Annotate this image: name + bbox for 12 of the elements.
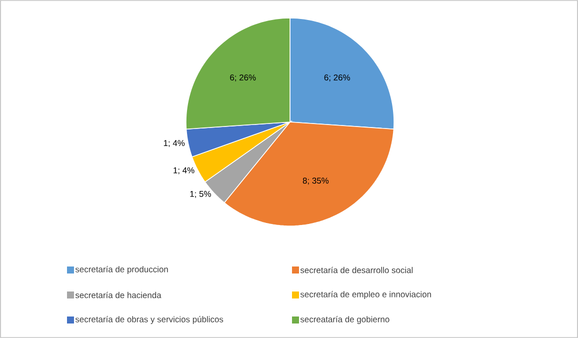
data-label: 8; 35%: [302, 178, 329, 185]
data-label: 1; 5%: [190, 190, 211, 198]
legend-label: secretaría de empleo e innoviacion: [300, 291, 431, 299]
legend-label: secretaría de desarrollo social: [300, 266, 413, 274]
data-label: 1; 4%: [164, 140, 185, 148]
legend-label: secretaría de produccion: [75, 266, 168, 274]
legend-label: secretaría de obras y servicios públicos: [75, 316, 224, 324]
data-label: 6; 26%: [324, 74, 350, 82]
legend-label: secreataría de gobierno: [300, 316, 390, 324]
legend-label: secretaría de hacienda: [75, 292, 162, 298]
data-label: 6; 26%: [230, 74, 256, 82]
data-label: 1; 4%: [174, 167, 194, 174]
